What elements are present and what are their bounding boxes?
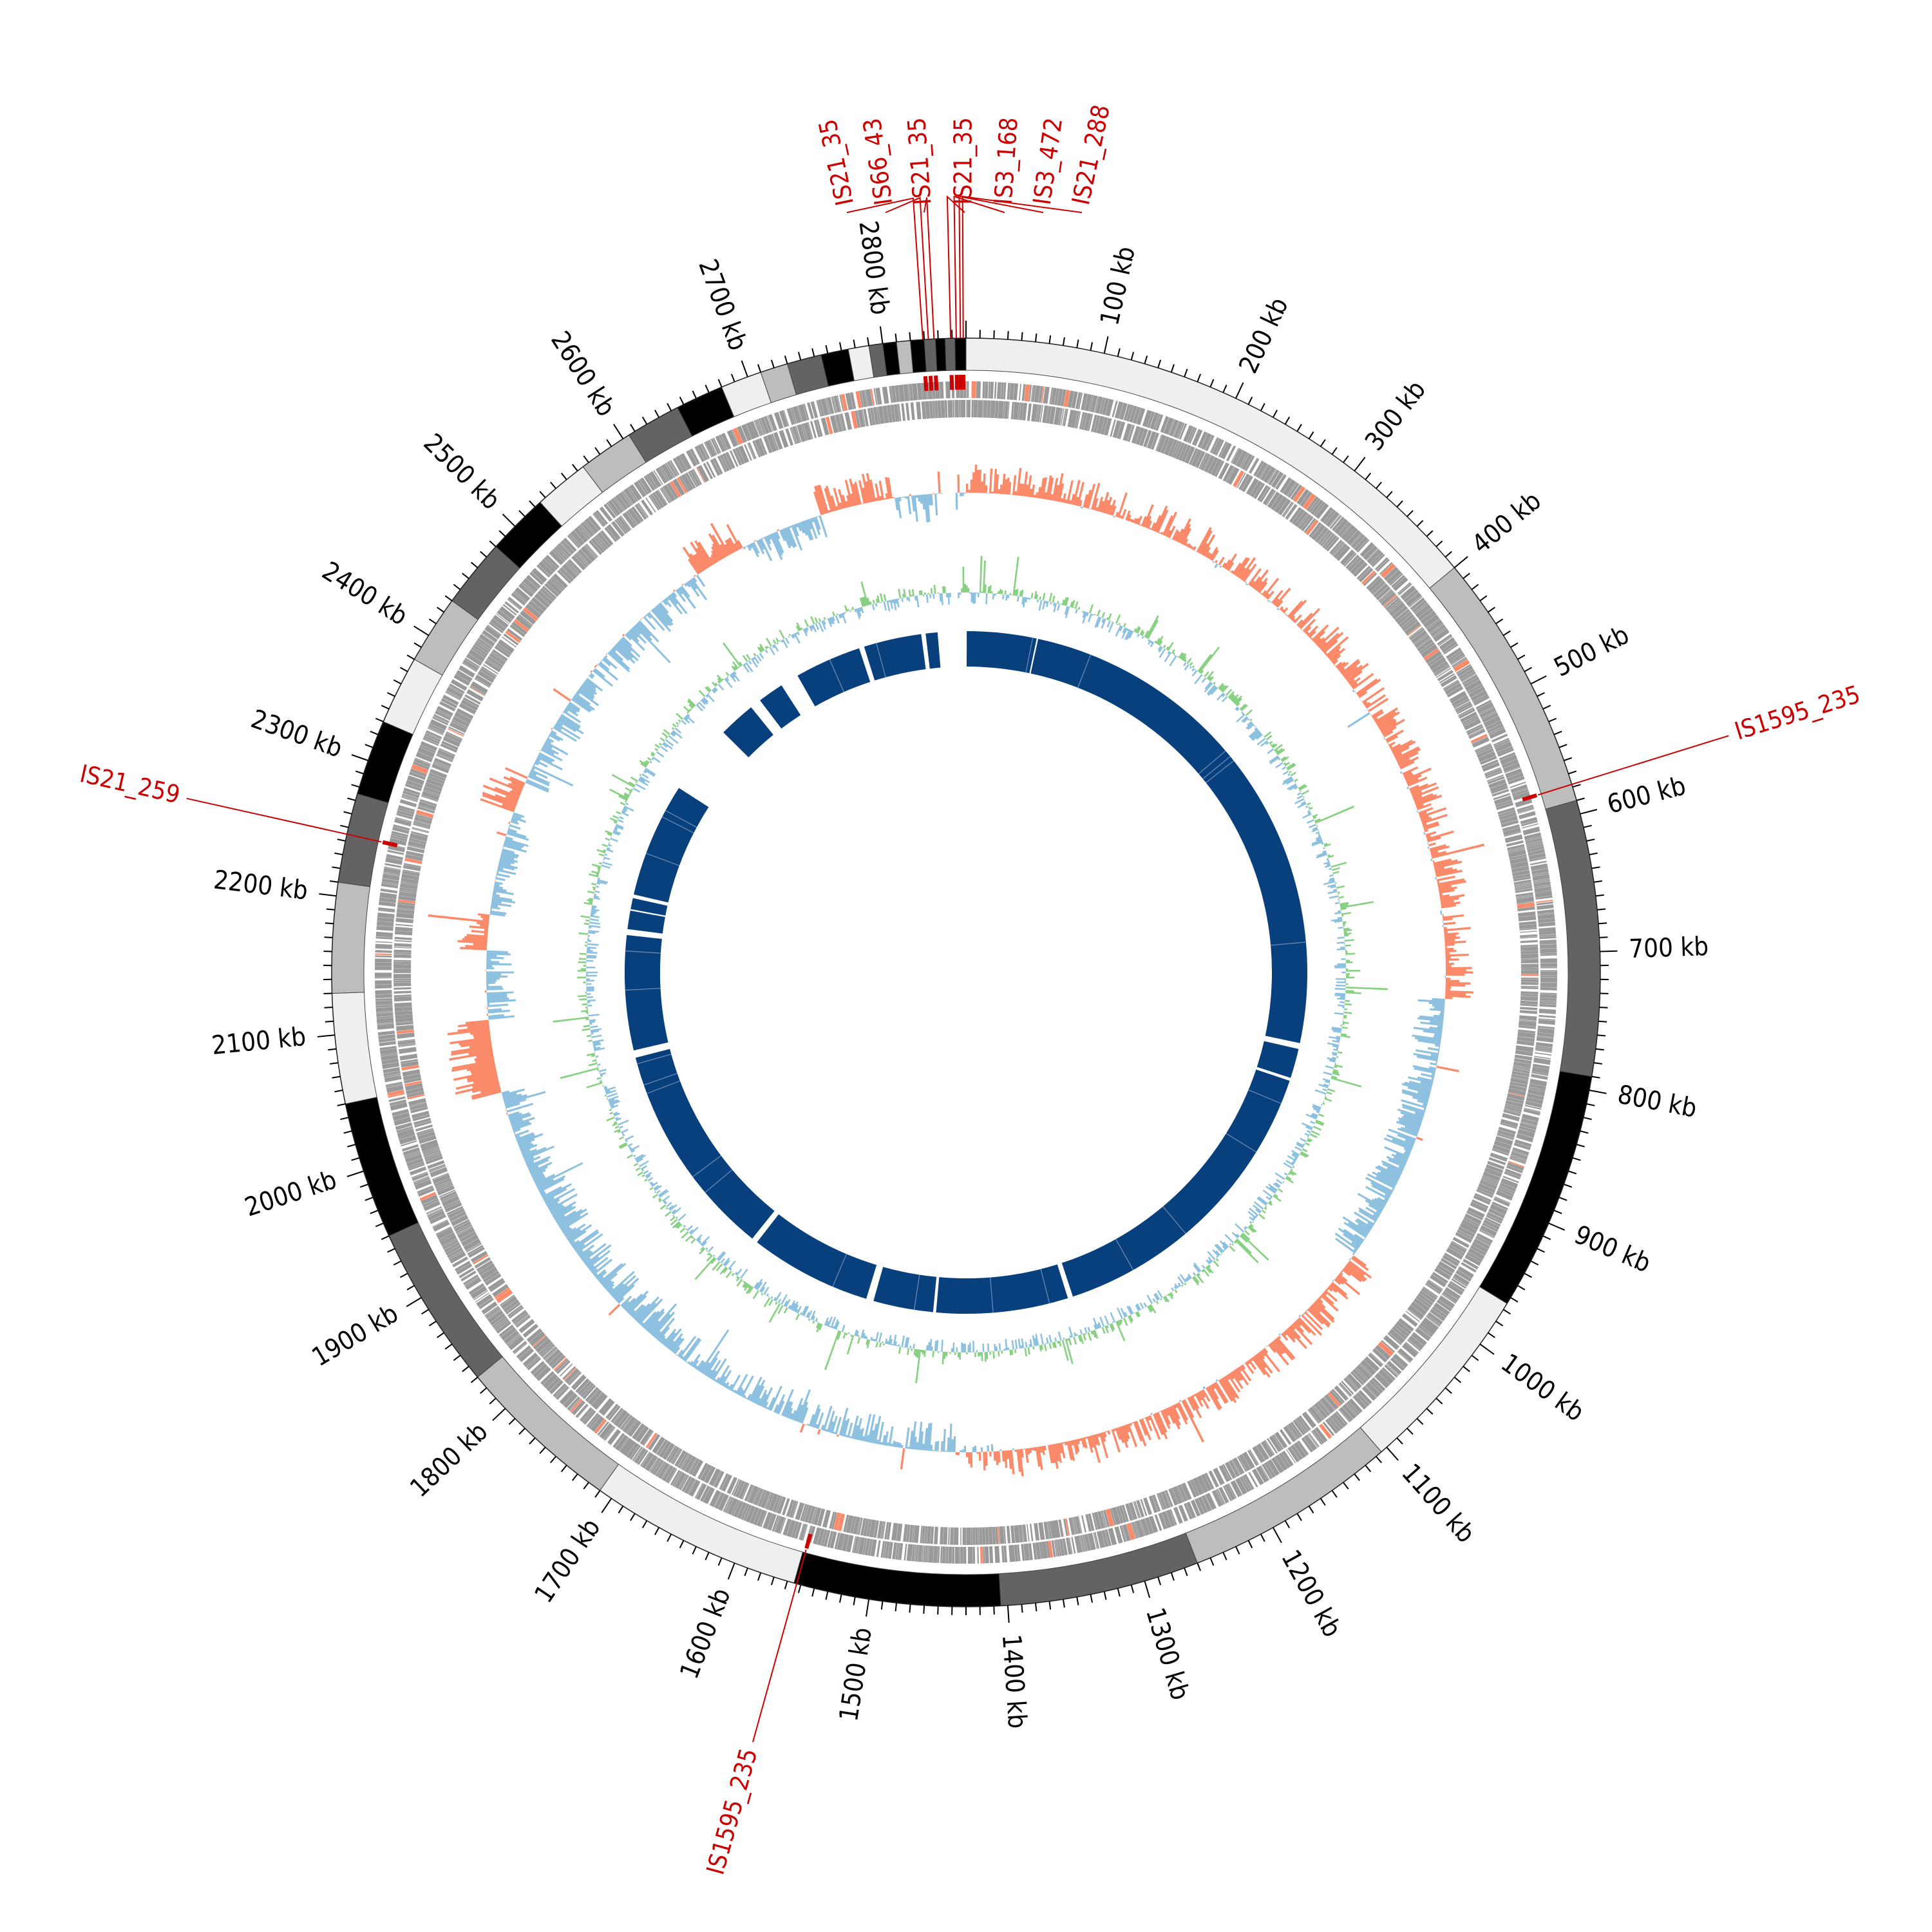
synteny-block — [936, 1264, 1068, 1314]
is-element-marker — [928, 375, 934, 391]
gc-content-track — [553, 556, 1388, 1383]
contig-segment — [910, 339, 927, 374]
is-element-label: IS21_35 — [949, 117, 978, 205]
is-element-marker — [1522, 793, 1538, 802]
tick-label: 300 kb — [1359, 375, 1432, 457]
tick-label: 2700 kb — [692, 256, 753, 355]
synteny-block — [627, 910, 665, 934]
synteny-track — [624, 631, 1308, 1314]
is-element-marker — [923, 375, 929, 392]
is-element-marker — [934, 375, 939, 391]
tick-label: 100 kb — [1095, 244, 1141, 328]
tick-label: 1800 kb — [404, 1417, 493, 1503]
is-element-label: IS3_168 — [989, 117, 1023, 206]
contig-segment — [923, 338, 938, 372]
synteny-block — [967, 631, 1037, 674]
is-leader-line — [846, 197, 923, 340]
contig-segment — [331, 882, 371, 994]
tick-label: 2000 kb — [242, 1165, 341, 1223]
tick-label: 400 kb — [1466, 486, 1547, 560]
is-element-marker — [382, 840, 398, 848]
synteny-block — [634, 788, 709, 903]
synteny-block — [1061, 1069, 1290, 1297]
tick-label: 2100 kb — [211, 1022, 308, 1061]
contig-segment — [332, 992, 377, 1104]
is-leader-line — [923, 197, 935, 339]
tick-label: 700 kb — [1629, 932, 1709, 964]
synteny-seams — [625, 638, 1306, 1313]
gc-content-negative — [585, 592, 1347, 1352]
gc-content-positive — [553, 556, 1388, 1383]
is-element-marker — [954, 375, 960, 390]
tick-label: 2200 kb — [212, 865, 309, 905]
is-element-marker — [961, 375, 966, 390]
is-element-label: IS21_288 — [1066, 102, 1115, 207]
tick-label: 2800 kb — [853, 219, 895, 316]
tick-label: 500 kb — [1549, 620, 1634, 683]
synteny-block — [760, 685, 801, 729]
tick-label: 2400 kb — [317, 556, 413, 632]
tick-label: 2300 kb — [247, 704, 346, 763]
tick-label: 1200 kb — [1275, 1545, 1347, 1642]
is-element-marker-track — [382, 375, 1538, 1549]
tick-label: 1300 kb — [1140, 1604, 1195, 1703]
tick-label: 1900 kb — [307, 1299, 404, 1373]
tick-label: 900 kb — [1570, 1220, 1655, 1278]
tick-marks — [317, 321, 1618, 1623]
tick-label: 1600 kb — [674, 1584, 736, 1683]
synteny-block — [723, 707, 773, 757]
contig-ring — [331, 337, 1601, 1607]
is-element-marker — [804, 1533, 813, 1549]
gene-features — [393, 399, 1539, 1545]
tick-label: 1000 kb — [1495, 1348, 1589, 1427]
gc-skew-track — [428, 464, 1485, 1477]
synteny-block — [630, 898, 668, 916]
is-leader-line — [953, 195, 1005, 339]
tick-label: 1700 kb — [529, 1513, 606, 1608]
gene-features — [375, 381, 1558, 1564]
contig-segment — [934, 338, 947, 372]
tick-label: 1400 kb — [996, 1633, 1032, 1729]
gc-skew-positive — [428, 464, 1485, 1477]
synteny-block — [624, 934, 668, 1051]
is-leader-line — [752, 1549, 807, 1743]
synteny-block — [797, 648, 871, 706]
tick-label: 200 kb — [1233, 293, 1294, 378]
tick-label: 800 kb — [1615, 1080, 1699, 1124]
synteny-block — [1030, 638, 1308, 1043]
tick-label: 1100 kb — [1396, 1458, 1481, 1548]
synteny-block — [1256, 1041, 1299, 1078]
is-element-label: IS21_35 — [813, 117, 859, 208]
is-element-label: IS21_35 — [902, 117, 936, 206]
is-element-label: IS1595_235 — [1731, 680, 1863, 746]
tick-ring — [317, 321, 1618, 1623]
is-leader-line — [186, 797, 382, 843]
synteny-block — [873, 1267, 937, 1312]
is-leader-line — [885, 196, 929, 339]
is-element-label: IS66_43 — [858, 117, 898, 207]
is-element-marker — [949, 375, 954, 390]
tick-label: 600 kb — [1604, 771, 1689, 819]
is-element-label: IS1595_235 — [701, 1745, 763, 1878]
tick-label: 2500 kb — [418, 428, 506, 516]
is-leader-line — [958, 195, 1044, 339]
tick-label: 2600 kb — [545, 327, 621, 422]
synteny-block — [864, 634, 926, 681]
is-leader-line — [961, 195, 1083, 339]
synteny-block — [925, 632, 941, 669]
synteny-block — [635, 1048, 775, 1239]
is-element-label: IS21_259 — [77, 759, 182, 809]
contig-segment — [954, 337, 967, 371]
tick-label: 1500 kb — [834, 1625, 878, 1723]
gene-track — [375, 381, 1558, 1564]
contig-segment — [945, 337, 956, 372]
is-leader-line — [1537, 735, 1729, 796]
synteny-block — [757, 1214, 877, 1299]
is-element-label: IS3_472 — [1028, 116, 1068, 207]
